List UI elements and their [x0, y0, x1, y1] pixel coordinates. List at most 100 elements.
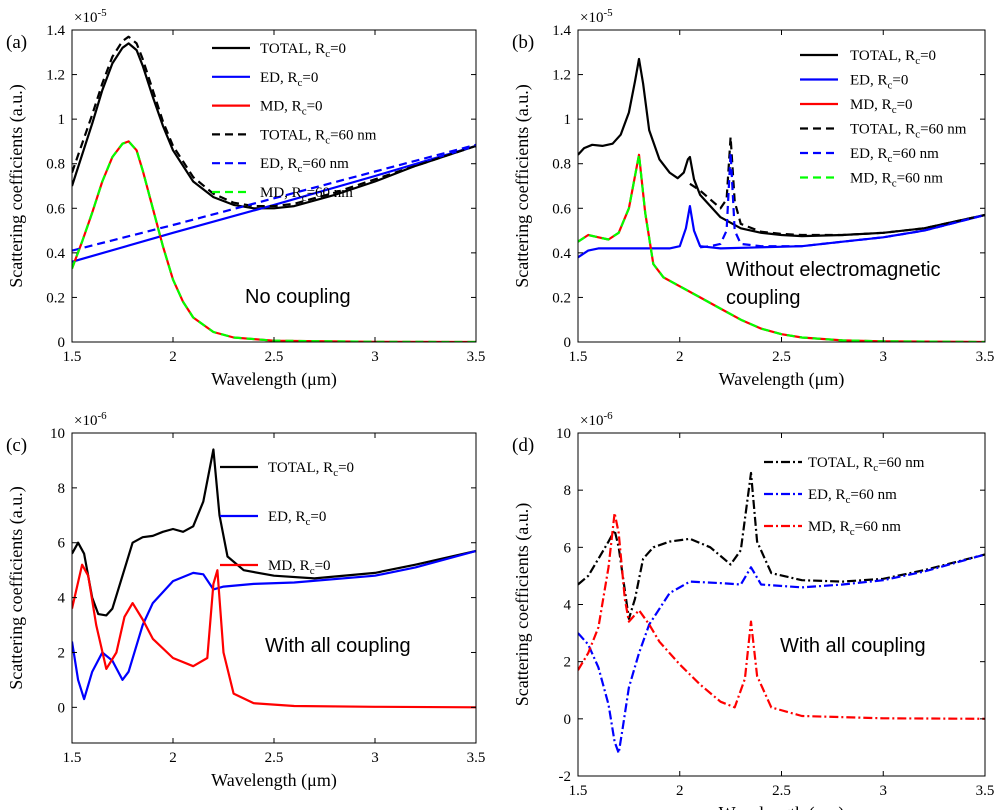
- series-line-ed-r-60-nm: [578, 553, 985, 755]
- legend-entry: MD, Rc=0: [268, 558, 331, 577]
- y-tick-label: 6: [58, 536, 66, 552]
- legend-entry: ED, Rc=0: [260, 70, 318, 89]
- axes-frame: [577, 432, 986, 777]
- y-tick-label: 0.4: [552, 246, 571, 262]
- y-tick-label: 0.4: [46, 246, 65, 262]
- x-tick-label: 2.5: [772, 349, 791, 365]
- y-tick-label: 8: [564, 483, 572, 499]
- legend-entry: MD, Rc=0: [850, 97, 913, 116]
- series-line-total-r-0: [72, 42, 476, 210]
- axis-exponent: ×10-6: [580, 410, 613, 429]
- panel-label: (d): [512, 435, 534, 456]
- x-tick-label: 3: [880, 349, 888, 365]
- x-tick-label: 2: [676, 349, 684, 365]
- x-tick-label: 2.5: [265, 349, 284, 365]
- y-tick-label: 1: [564, 112, 572, 128]
- x-tick-label: 2.5: [772, 783, 791, 799]
- series-line-md-r-0: [72, 563, 476, 709]
- y-tick-label: 2: [564, 655, 572, 671]
- series-line-ed-r-0: [578, 205, 985, 259]
- y-tick-label: 0.6: [46, 201, 65, 217]
- legend: TOTAL, Rc=0 ED, Rc=0 MD, Rc=0 TOTAL, Rc=60 …: [800, 48, 967, 190]
- x-tick-label: 1.5: [63, 750, 82, 766]
- legend-entry: MD, Rc=0: [260, 99, 323, 118]
- axis-exponent: ×10-5: [580, 7, 613, 26]
- y-tick-label: 10: [556, 426, 571, 442]
- y-tick-label: 0: [58, 700, 66, 716]
- series-line-total-r-60-nm: [578, 471, 985, 620]
- y-axis-label: Scattering coefficients (a.u.): [512, 84, 533, 288]
- y-tick-label: 0: [564, 712, 572, 728]
- y-tick-label: 0.8: [552, 157, 571, 173]
- y-tick-label: 1.4: [552, 23, 571, 39]
- legend-entry: ED, Rc=60 nm: [850, 146, 939, 165]
- x-tick-label: 3.5: [976, 349, 995, 365]
- panel-3: 1.5 2 2.5 3 3.5 0 2 4 6 8 10 ×10-6 (c) Wavelength (μm…: [6, 410, 485, 791]
- legend-entry: TOTAL, Rc=0: [268, 460, 354, 479]
- x-tick-label: 1.5: [569, 783, 588, 799]
- y-axis-label: Scattering coefficients (a.u.): [6, 486, 27, 690]
- x-tick-label: 1.5: [569, 349, 588, 365]
- x-tick-label: 3.5: [976, 783, 995, 799]
- y-tick-label: 0: [58, 335, 66, 351]
- legend-entry: TOTAL, Rc=60 nm: [808, 455, 925, 474]
- legend-entry: TOTAL, Rc=0: [850, 48, 936, 67]
- x-tick-label: 1.5: [63, 349, 82, 365]
- y-tick-label: -2: [559, 769, 572, 785]
- y-tick-label: 0.2: [552, 290, 571, 306]
- series-line-total-r-60-nm: [689, 135, 985, 237]
- y-tick-label: 2: [58, 645, 66, 661]
- panel-1: 1.5 2 2.5 3 3.5 0 0.2 0.4 0.6 0.8 1 1.2 1.4 ×10-5 (a) W…: [6, 7, 485, 390]
- legend-entry: TOTAL, Rc=0: [260, 41, 346, 60]
- axis-exponent: ×10-6: [74, 410, 107, 429]
- y-tick-label: 1.2: [46, 68, 65, 84]
- annotation-text: No coupling: [245, 286, 351, 308]
- panel-label: (b): [512, 32, 534, 53]
- x-tick-label: 3: [880, 783, 888, 799]
- legend-entry: MD, Rc=60 nm: [260, 185, 353, 204]
- legend: TOTAL, Rc=0 ED, Rc=0 MD, Rc=0: [220, 460, 354, 577]
- legend-entry: ED, Rc=0: [268, 509, 326, 528]
- y-tick-label: 4: [564, 598, 572, 614]
- x-tick-label: 3: [371, 349, 379, 365]
- axis-exponent: ×10-5: [74, 7, 107, 26]
- series-line-ed-r-0: [72, 549, 476, 701]
- y-tick-label: 0.6: [552, 201, 571, 217]
- y-tick-label: 6: [564, 540, 572, 556]
- panel-2: 1.5 2 2.5 3 3.5 0 0.2 0.4 0.6 0.8 1 1.2 1.4 ×10-5 (b) W…: [512, 7, 994, 390]
- legend-entry: ED, Rc=60 nm: [260, 156, 349, 175]
- series-line-ed-r-60-nm: [72, 143, 476, 252]
- panel-label: (a): [6, 32, 27, 53]
- legend-entry: MD, Rc=60 nm: [808, 519, 901, 538]
- y-tick-label: 4: [58, 591, 66, 607]
- axes-frame: [71, 432, 477, 744]
- x-tick-label: 2: [169, 750, 177, 766]
- y-axis-label: Scattering coefficients (a.u.): [6, 84, 27, 288]
- series-line-total-r-60-nm: [72, 35, 476, 208]
- x-tick-label: 3: [371, 750, 379, 766]
- y-tick-label: 1.4: [46, 23, 65, 39]
- y-tick-label: 10: [50, 426, 65, 442]
- legend-entry: ED, Rc=60 nm: [808, 487, 897, 506]
- series-line-ed-r-60-nm: [699, 151, 985, 249]
- x-axis-label: Wavelength (μm): [211, 369, 337, 390]
- x-axis-label: Wavelength (μm): [211, 770, 337, 791]
- annotation-text: coupling: [726, 287, 801, 309]
- y-axis-label: Scattering coefficients (a.u.): [512, 503, 533, 707]
- x-tick-label: 2: [169, 349, 177, 365]
- x-tick-label: 2.5: [265, 750, 284, 766]
- x-tick-label: 3.5: [467, 349, 486, 365]
- x-tick-label: 3.5: [467, 750, 486, 766]
- legend-entry: ED, Rc=0: [850, 73, 908, 92]
- legend: TOTAL, Rc=60 nm ED, Rc=60 nm MD, Rc=60 nm: [764, 455, 925, 538]
- series-line-ed-r-0: [72, 144, 476, 263]
- annotation-text: With all coupling: [265, 635, 411, 657]
- y-tick-label: 0.2: [46, 290, 65, 306]
- legend-entry: MD, Rc=60 nm: [850, 171, 943, 190]
- series-line-total-r-0: [72, 448, 476, 617]
- x-tick-label: 2: [676, 783, 684, 799]
- y-tick-label: 0: [564, 335, 572, 351]
- y-tick-label: 0.8: [46, 157, 65, 173]
- annotation-text: With all coupling: [780, 635, 926, 657]
- series-line-md-r-60-nm: [72, 140, 476, 342]
